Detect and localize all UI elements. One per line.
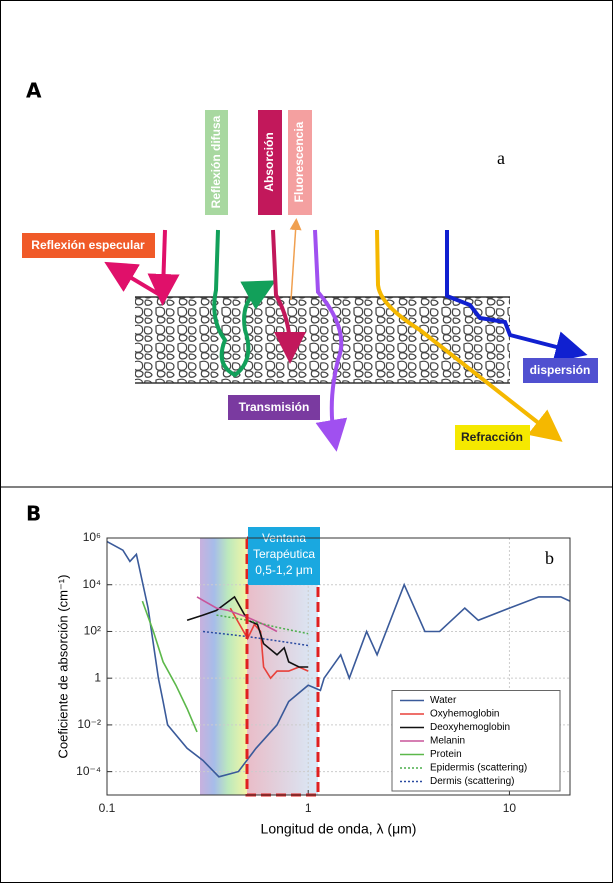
panel-label: B — [26, 502, 41, 526]
y-tick-label: 10⁴ — [82, 577, 101, 591]
annotation: a — [497, 148, 505, 168]
y-tick-label: 10⁶ — [83, 530, 101, 544]
label: Reflexión especular — [31, 238, 145, 252]
figure: A a Reflexión especular Reflexión difusa… — [0, 0, 613, 883]
legend-label: Dermis (scattering) — [430, 776, 514, 787]
window-label: 0,5-1,2 μm — [255, 563, 313, 577]
legend-label: Epidermis (scattering) — [430, 763, 527, 774]
legend-label: Deoxyhemoglobin — [430, 722, 510, 733]
window-label: Terapéutica — [253, 547, 315, 561]
x-tick-label: 10 — [503, 801, 517, 815]
y-tick-label: 1 — [94, 670, 101, 684]
diagram-labels: Reflexión especular Reflexión difusa Abs… — [22, 110, 598, 450]
legend-label: Oxyhemoglobin — [430, 709, 499, 720]
label: Reflexión difusa — [209, 115, 223, 208]
legend-label: Water — [430, 695, 457, 706]
y-axis-label: Coeficiente de absorción (cm⁻¹) — [55, 575, 70, 759]
y-tick-label: 10⁻⁴ — [76, 764, 101, 778]
label: Absorción — [262, 132, 276, 191]
label: Fluorescencia — [292, 121, 306, 202]
label: Transmisión — [239, 400, 310, 414]
x-tick-label: 0.1 — [99, 801, 116, 815]
label: dispersión — [530, 363, 591, 377]
x-axis-label: Longitud de onda, λ (μm) — [261, 821, 417, 837]
y-tick-label: 10² — [84, 624, 101, 638]
y-tick-label: 10⁻² — [77, 717, 101, 731]
annotation: b — [545, 548, 554, 568]
x-tick-label: 1 — [305, 801, 312, 815]
legend-label: Protein — [430, 749, 462, 760]
label: Refracción — [461, 430, 523, 444]
panel-label: A — [26, 79, 42, 103]
tissue — [135, 297, 510, 383]
visible-spectrum — [200, 538, 247, 795]
legend-label: Melanin — [430, 736, 465, 747]
